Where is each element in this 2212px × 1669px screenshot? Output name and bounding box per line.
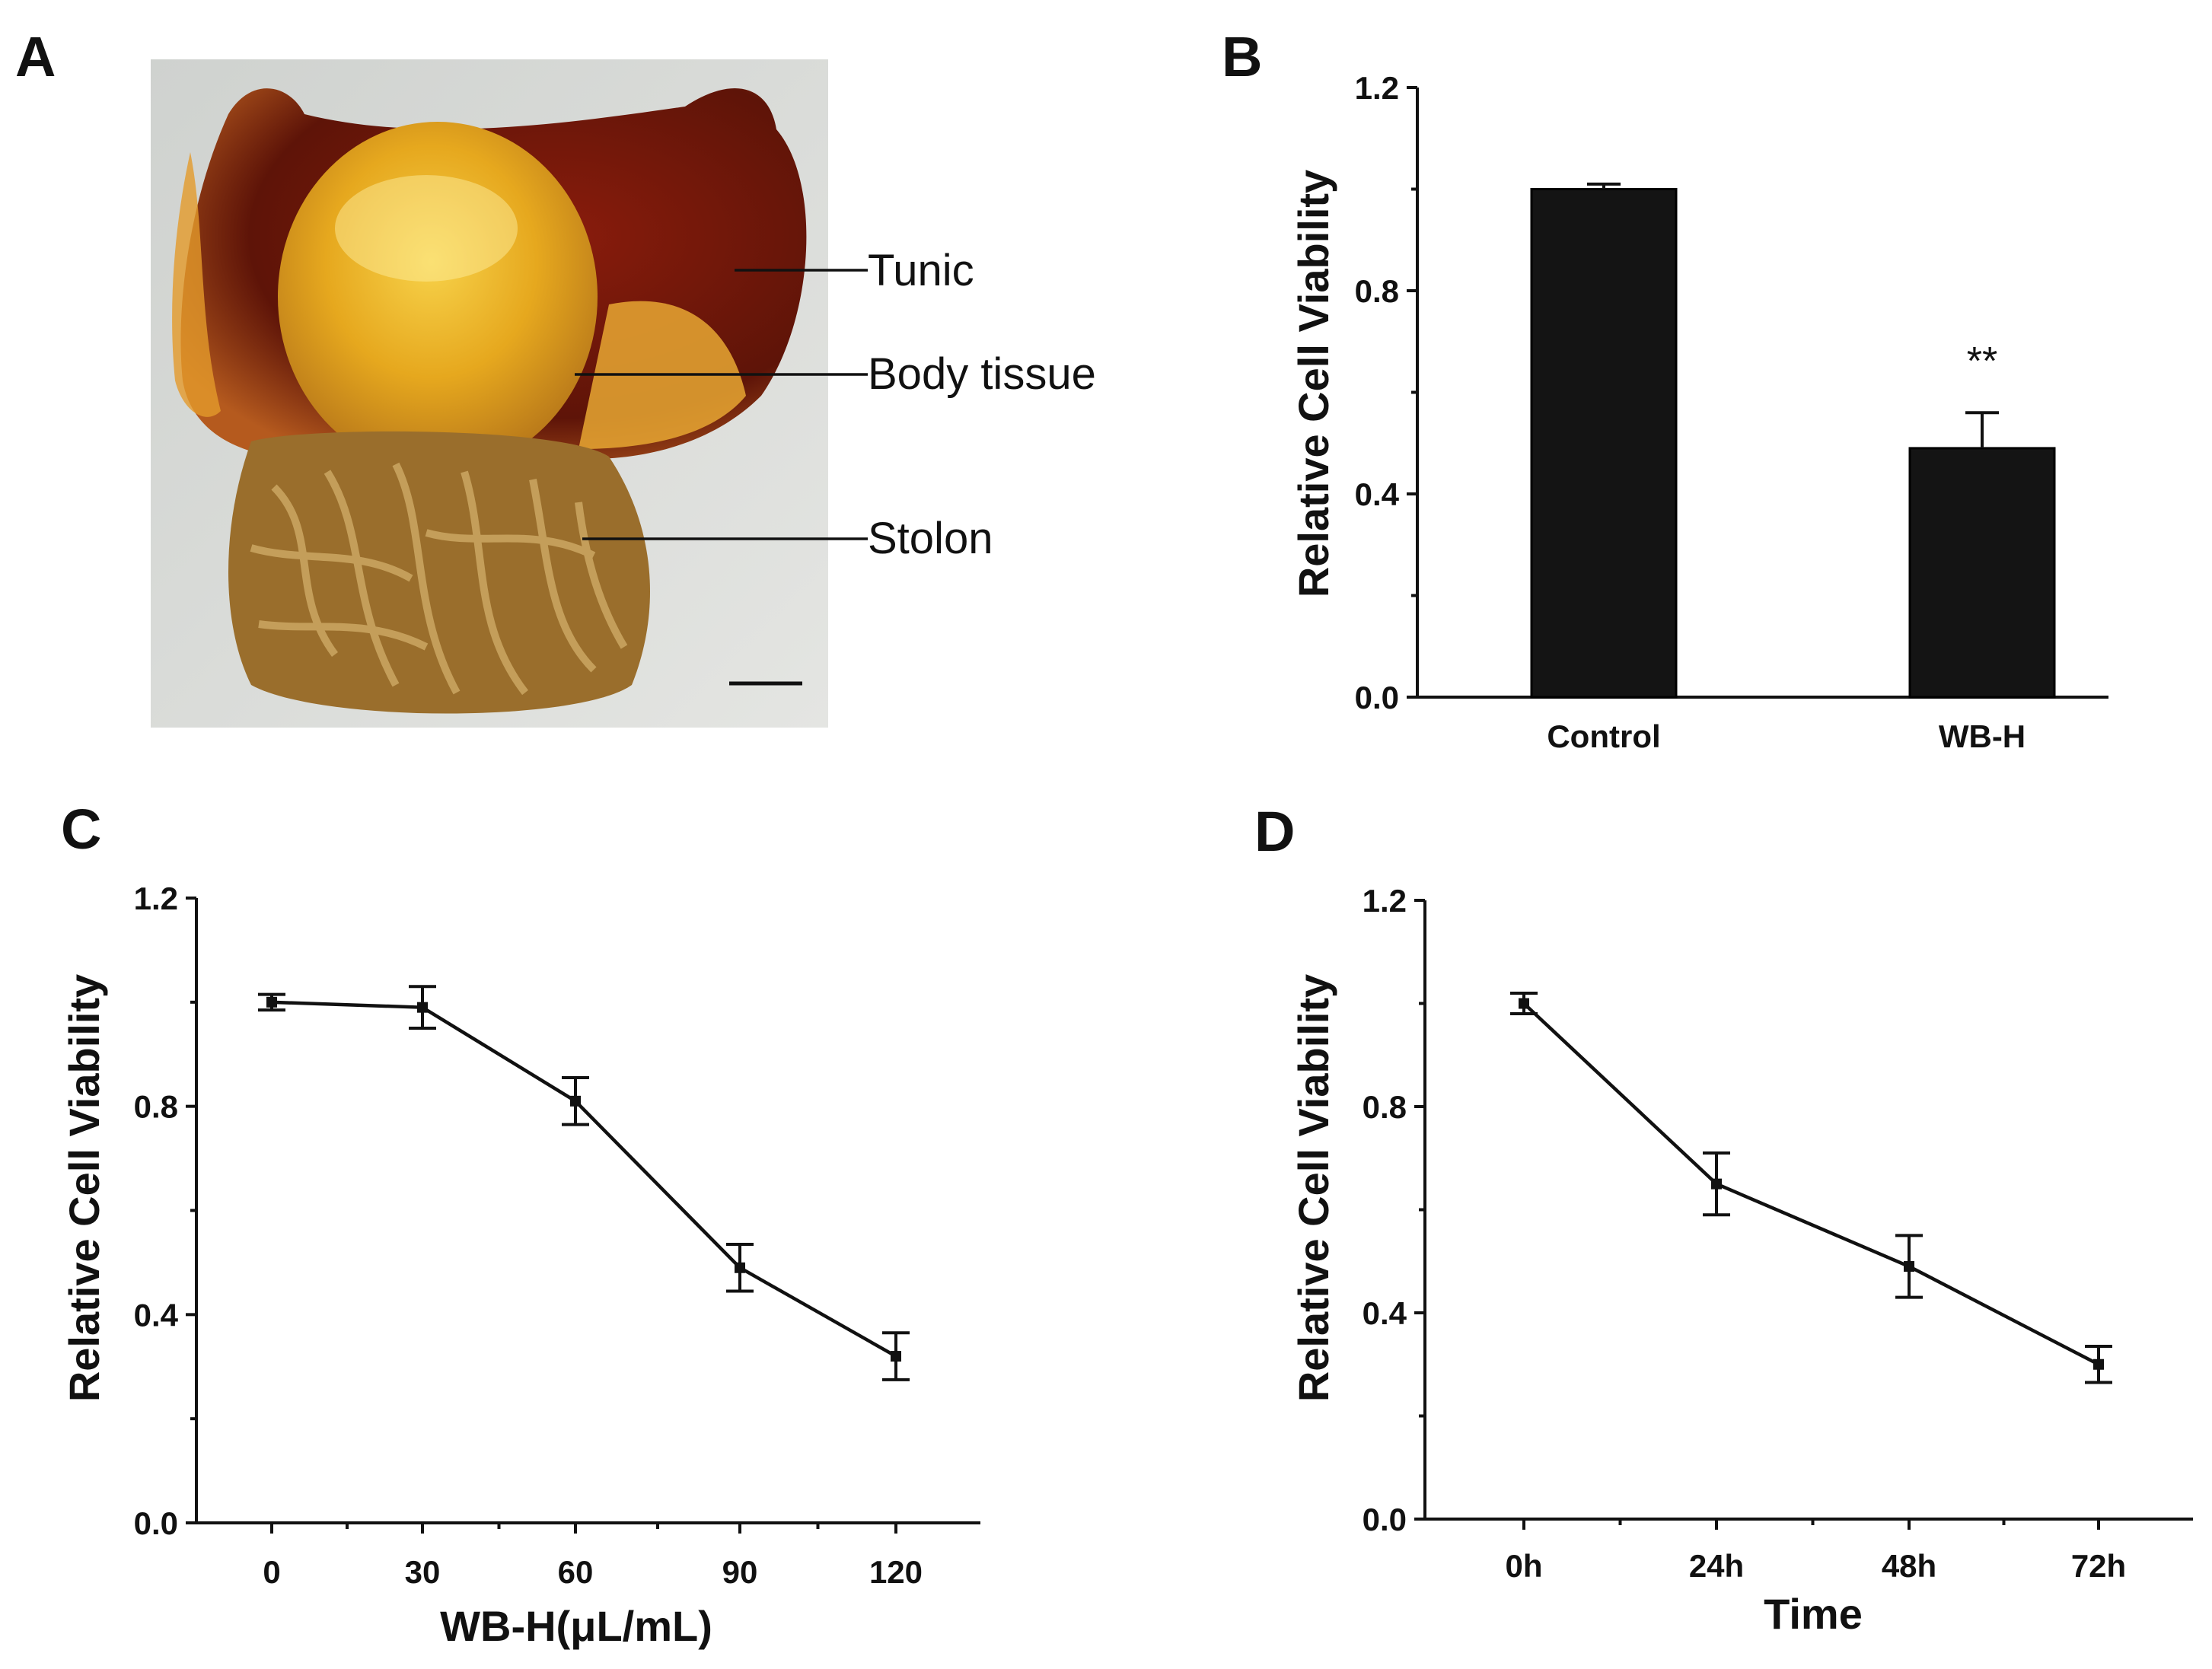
panel-d-data-point xyxy=(1904,1261,1914,1272)
panel-d-x-tick-label: 0h xyxy=(1505,1548,1542,1584)
panel-c-y-axis-title: Relative Cell Viability xyxy=(60,974,108,1402)
panel-c-x-tick-label: 0 xyxy=(263,1554,280,1590)
panel-d-x-tick-label: 24h xyxy=(1689,1548,1744,1584)
panel-c-data-point xyxy=(891,1351,901,1362)
panel-d-x-axis-title: Time xyxy=(1764,1590,1863,1638)
panel-c-y-tick-label: 0.4 xyxy=(134,1297,179,1333)
panel-c-data-point xyxy=(570,1095,581,1107)
panel-c-axes: 0.0 0.4 0.8 1.2 0 30 60 90 120 xyxy=(134,881,980,1590)
panel-b-y-tick-label: 0.8 xyxy=(1355,273,1399,309)
panel-c-x-axis-title: WB-H(μL/mL) xyxy=(440,1602,712,1650)
panel-c-letter: C xyxy=(61,798,101,861)
panel-d-y-axis-title: Relative Cell Viability xyxy=(1289,974,1337,1402)
panel-c-data-point xyxy=(266,996,277,1008)
panel-d-letter: D xyxy=(1254,800,1295,863)
panel-c-x-tick-label: 90 xyxy=(722,1554,758,1590)
panel-d-y-tick-label: 0.8 xyxy=(1363,1089,1407,1125)
label-stolon: Stolon xyxy=(868,514,993,563)
panel-c-y-tick-label: 1.2 xyxy=(134,881,178,916)
panel-d-y-tick-label: 1.2 xyxy=(1363,883,1407,919)
panel-b-y-tick-label: 0.4 xyxy=(1355,476,1400,512)
panel-c-x-tick-label: 60 xyxy=(558,1554,594,1590)
label-body-tissue: Body tissue xyxy=(868,349,1096,399)
panel-a: A xyxy=(15,25,1096,728)
panel-b-bar-wb-h xyxy=(1908,447,2056,699)
panel-b-bar-chart: B Relative Cell Viability 0.0 0.4 0.8 1.2 Co… xyxy=(1222,25,2108,754)
panel-c-data-point xyxy=(735,1262,745,1273)
panel-b-y-tick-label: 1.2 xyxy=(1355,70,1399,106)
panel-c-y-tick-label: 0.0 xyxy=(134,1505,178,1541)
panel-d-data-point xyxy=(1519,998,1529,1009)
panel-d-marks xyxy=(1510,991,2112,1384)
panel-d-data-point xyxy=(1711,1178,1722,1190)
panel-b-marks: ** xyxy=(1530,182,2056,699)
panel-c-line-chart: C Relative Cell Viability WB-H(μL/mL) 0.… xyxy=(60,798,980,1650)
panel-b-x-tick-label: Control xyxy=(1547,718,1660,754)
panel-c-x-tick-label: 30 xyxy=(405,1554,441,1590)
panel-d-line-chart: D Relative Cell Viability Time 0.0 0.4 0.8… xyxy=(1254,800,2193,1638)
callout-body-tissue: Body tissue xyxy=(575,349,1096,399)
panel-d-y-tick-label: 0.0 xyxy=(1363,1502,1407,1537)
panel-b-bar-control xyxy=(1530,188,1678,699)
panel-d-axes: 0.0 0.4 0.8 1.2 0h 24h 48h 72h xyxy=(1363,883,2193,1584)
panel-c-y-tick-label: 0.8 xyxy=(134,1089,178,1125)
panel-b-y-tick-label: 0.0 xyxy=(1355,680,1399,715)
panel-b-axes: 0.0 0.4 0.8 1.2 Control WB-H xyxy=(1355,70,2108,754)
panel-c-series-line xyxy=(271,1000,897,1358)
callout-stolon: Stolon xyxy=(582,514,993,563)
panel-c-marks xyxy=(258,985,910,1381)
label-tunic: Tunic xyxy=(868,246,974,295)
panel-b-letter: B xyxy=(1222,25,1262,88)
panel-b-y-axis-title: Relative Cell Viability xyxy=(1289,170,1337,597)
specimen-photo xyxy=(151,59,828,728)
panel-a-letter: A xyxy=(15,25,56,88)
panel-d-series-line xyxy=(1522,1002,2100,1366)
panel-d-y-tick-label: 0.4 xyxy=(1363,1295,1407,1331)
panel-c-x-tick-label: 120 xyxy=(869,1554,923,1590)
callout-tunic: Tunic xyxy=(735,246,974,295)
panel-b-x-tick-label: WB-H xyxy=(1939,718,2026,754)
panel-c-data-point xyxy=(417,1002,428,1013)
panel-d-x-tick-label: 48h xyxy=(1882,1548,1936,1584)
panel-d-x-tick-label: 72h xyxy=(2071,1548,2126,1584)
panel-d-data-point xyxy=(2093,1358,2104,1370)
panel-b-significance-label: ** xyxy=(1967,339,1997,384)
